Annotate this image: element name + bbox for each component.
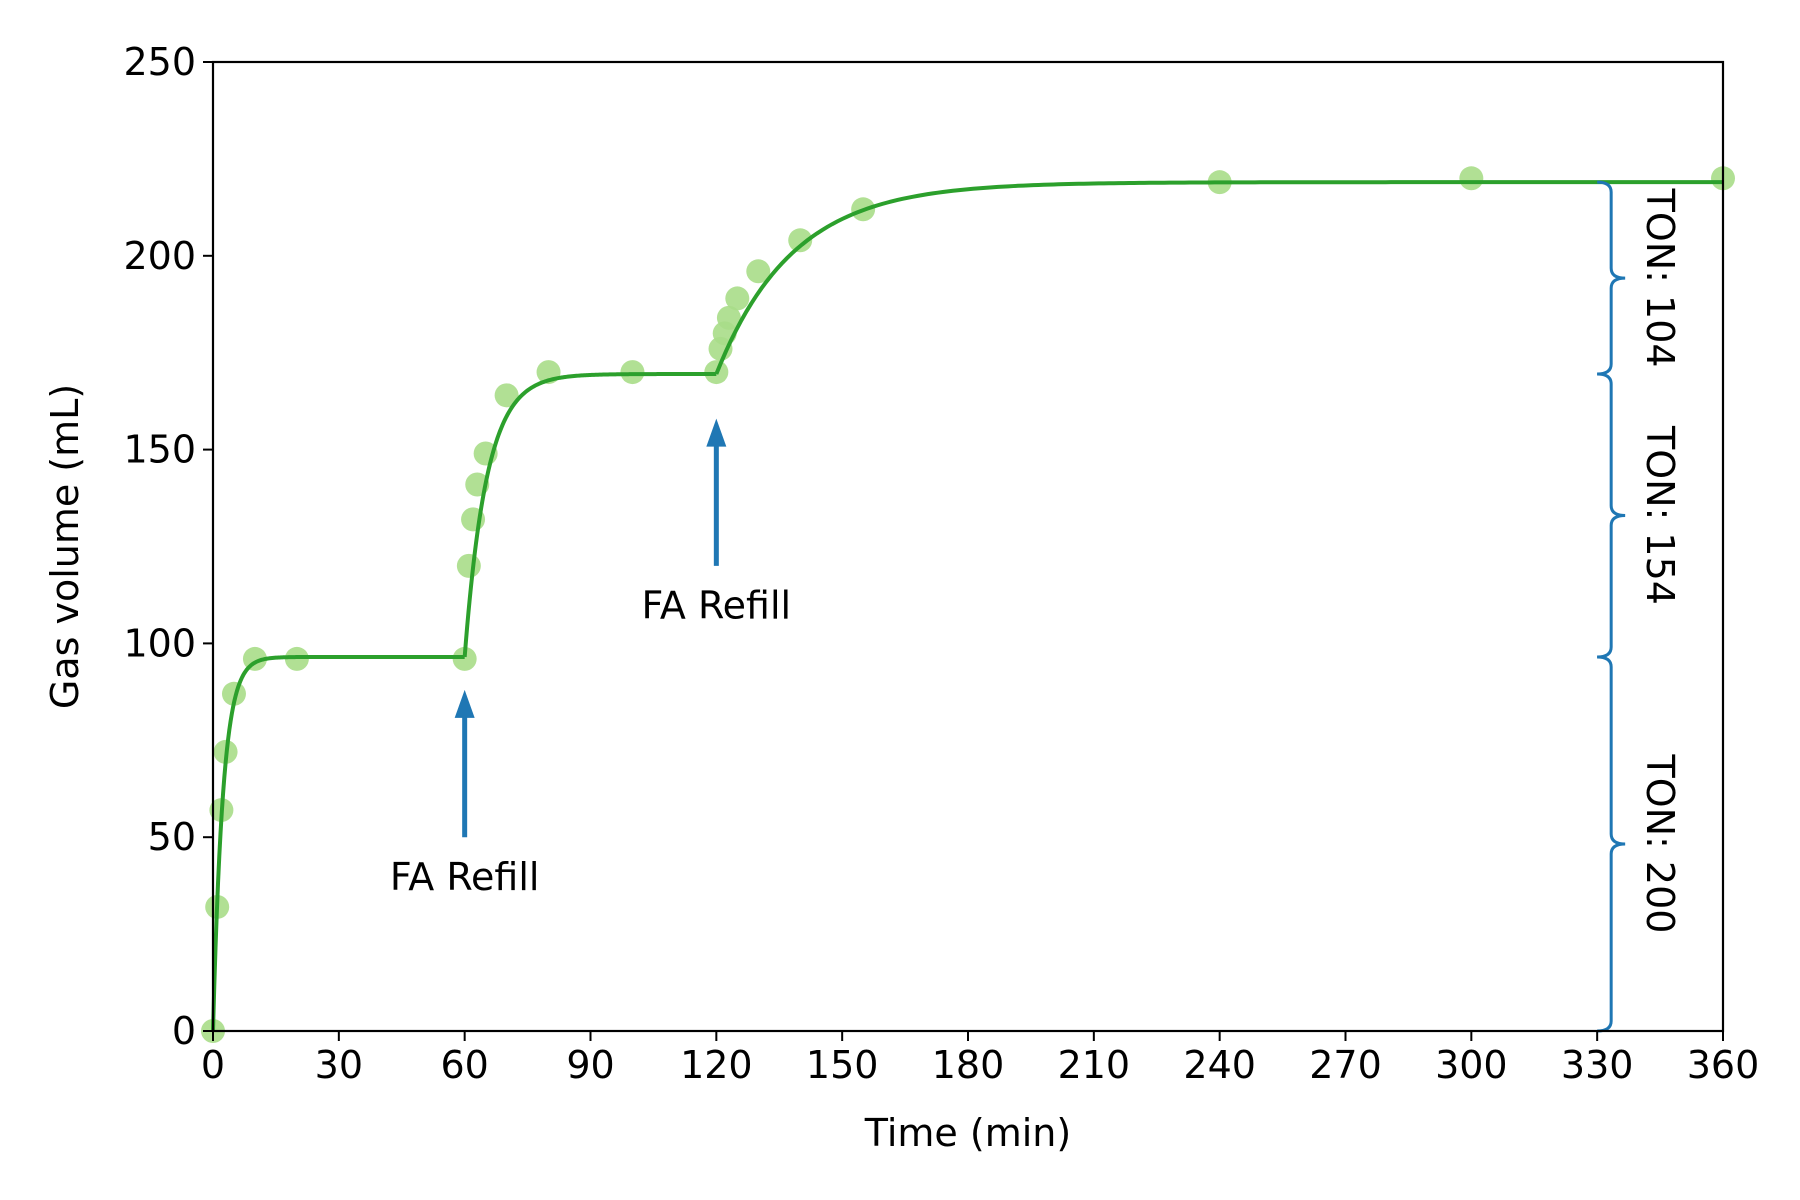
- x-tick-label: 120: [680, 1043, 753, 1087]
- refill-label: FA Refill: [390, 855, 540, 899]
- data-point: [716, 305, 741, 330]
- data-point: [620, 360, 645, 385]
- y-tick-label: 200: [123, 234, 196, 278]
- refill-arrow-head: [706, 418, 727, 447]
- ton-brackets: TON: 104 TON: 154 TON: 200: [1597, 180, 1682, 1033]
- x-tick-label: 210: [1058, 1043, 1131, 1087]
- data-point: [725, 286, 750, 311]
- fit-curve-segment: [211, 654, 465, 1032]
- data-point: [788, 228, 813, 253]
- ton-label: TON: 200: [1638, 753, 1682, 933]
- y-tick-label: 150: [123, 428, 196, 472]
- x-tick-label: 270: [1309, 1043, 1382, 1087]
- x-tick-label: 240: [1183, 1043, 1256, 1087]
- data-point: [456, 553, 481, 578]
- refill-arrow-head: [454, 689, 475, 718]
- x-tick-label: 330: [1561, 1043, 1634, 1087]
- data-point: [746, 259, 771, 284]
- x-tick-label: 360: [1687, 1043, 1760, 1087]
- fit-curve-segment: [714, 180, 1723, 375]
- fit-curve: [211, 180, 1723, 1032]
- x-tick-label: 300: [1435, 1043, 1508, 1087]
- x-axis-ticks: 0 30 60 90 120 150 180 210 240 270 300 330 360: [201, 1031, 1759, 1087]
- x-tick-label: 90: [566, 1043, 614, 1087]
- refill-annotations: FA Refill FA Refill: [390, 418, 792, 899]
- x-axis-label: Time (min): [864, 1111, 1071, 1155]
- ton-label: TON: 154: [1638, 425, 1682, 605]
- x-tick-label: 180: [932, 1043, 1005, 1087]
- fit-curve-segment: [462, 372, 717, 658]
- refill-label: FA Refill: [642, 584, 792, 628]
- y-axis-label: Gas volume (mL): [43, 384, 87, 709]
- ton-bracket: [1597, 655, 1626, 1033]
- data-point: [494, 383, 519, 408]
- x-tick-label: 0: [201, 1043, 225, 1087]
- y-tick-label: 250: [123, 40, 196, 84]
- ton-label: TON: 104: [1638, 188, 1682, 368]
- y-axis-ticks: 0 50 100 150 200 250: [123, 40, 213, 1053]
- data-point: [1459, 166, 1484, 191]
- y-tick-label: 50: [148, 815, 196, 859]
- x-tick-label: 60: [440, 1043, 488, 1087]
- y-tick-label: 100: [123, 621, 196, 665]
- x-tick-label: 150: [806, 1043, 879, 1087]
- ton-bracket: [1597, 372, 1626, 659]
- ton-bracket: [1597, 180, 1626, 376]
- y-tick-label: 0: [172, 1009, 196, 1053]
- x-tick-label: 30: [315, 1043, 363, 1087]
- data-points: [201, 166, 1735, 1043]
